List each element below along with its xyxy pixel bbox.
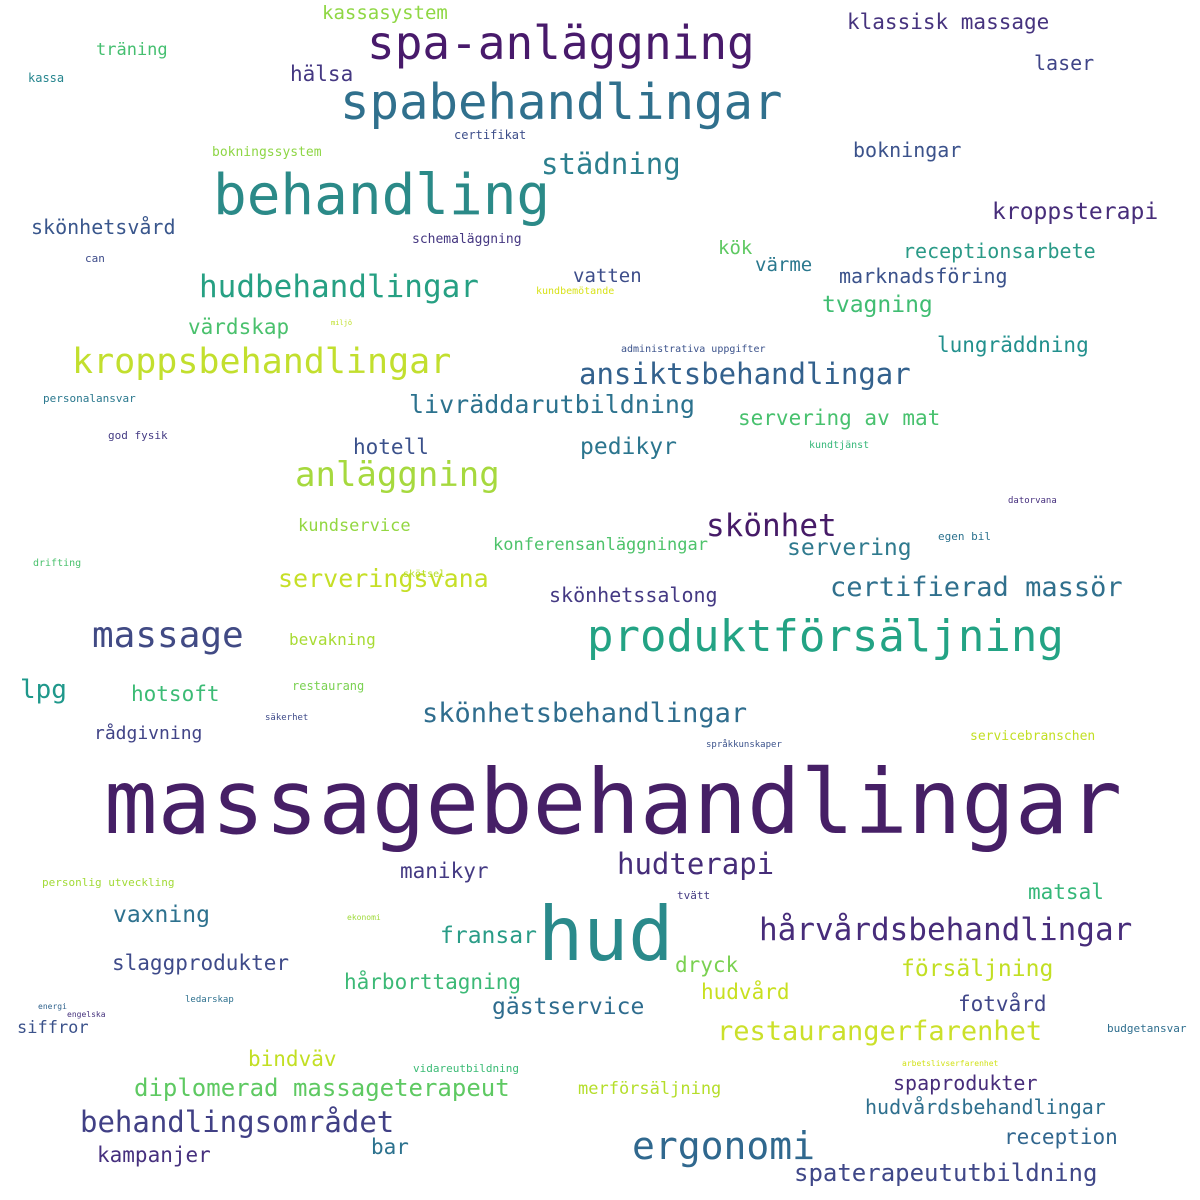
word-bokningssystem: bokningssystem xyxy=(212,145,322,160)
word-livraddarutbildning: livräddarutbildning xyxy=(409,390,695,419)
word-kundservice: kundservice xyxy=(298,516,411,536)
word-restaurang: restaurang xyxy=(292,679,365,693)
word-serveringsvana: serveringsvana xyxy=(278,564,489,593)
word-tvagning: tvagning xyxy=(822,292,933,318)
word-tvatt: tvätt xyxy=(677,889,711,902)
word-ledarskap: ledarskap xyxy=(185,995,234,1005)
word-spaterapeututbildning: spaterapeututbildning xyxy=(794,1159,1098,1187)
word-spa-anlaggning: spa-anläggning xyxy=(367,16,755,70)
word-dryck: dryck xyxy=(675,953,739,977)
word-god-fysik: god fysik xyxy=(108,429,168,442)
word-lungraddning: lungräddning xyxy=(937,333,1089,357)
word-lpg: lpg xyxy=(20,675,67,705)
word-restaurangerfarenhet: restaurangerfarenhet xyxy=(717,1016,1043,1047)
word-reception: reception xyxy=(1004,1125,1118,1149)
word-bindvav: bindväv xyxy=(248,1047,337,1071)
word-hotell: hotell xyxy=(353,435,429,459)
word-konferensanlaggningar: konferensanläggningar xyxy=(493,535,708,555)
word-spabehandlingar: spabehandlingar xyxy=(340,74,783,131)
word-servering-av-mat: servering av mat xyxy=(738,406,941,430)
word-marknadsforing: marknadsföring xyxy=(839,264,1008,288)
word-vatten: vatten xyxy=(573,265,642,287)
word-siffror: siffror xyxy=(17,1018,89,1038)
word-halsa: hälsa xyxy=(290,62,354,86)
word-sprakkunskaper: språkkunskaper xyxy=(706,740,782,750)
word-drifting: drifting xyxy=(33,558,82,569)
word-slaggprodukter: slaggprodukter xyxy=(112,951,290,975)
word-harborttagning: hårborttagning xyxy=(344,970,522,994)
word-gastservice: gästservice xyxy=(492,994,645,1020)
word-produktforsaljning: produktförsäljning xyxy=(587,611,1064,662)
word-kassasystem: kassasystem xyxy=(322,2,448,24)
word-skonhet: skönhet xyxy=(706,508,837,544)
word-certifierad-massor: certifierad massör xyxy=(830,572,1123,603)
word-manikyr: manikyr xyxy=(400,859,489,883)
word-diplomerad-massageterapeut: diplomerad massageterapeut xyxy=(134,1074,510,1102)
word-skonhetsvard: skönhetsvård xyxy=(31,215,176,239)
word-personlig-utveckling: personlig utveckling xyxy=(42,876,175,889)
word-klassisk-massage: klassisk massage xyxy=(847,10,1050,34)
word-massage: massage xyxy=(92,615,244,656)
word-vidareutbildning: vidareutbildning xyxy=(413,1062,519,1075)
word-spaprodukter: spaprodukter xyxy=(893,1071,1038,1095)
word-ergonomi: ergonomi xyxy=(632,1124,816,1168)
word-budgetansvar: budgetansvar xyxy=(1107,1022,1187,1035)
word-egen-bil: egen bil xyxy=(938,530,991,543)
word-kok: kök xyxy=(718,237,753,259)
word-skotsel: skötsel xyxy=(403,569,446,580)
word-varme: värme xyxy=(755,254,813,276)
word-traning: träning xyxy=(96,40,168,60)
word-vardskap: värdskap xyxy=(188,315,290,339)
word-kroppsterapi: kroppsterapi xyxy=(992,199,1159,225)
word-personalansvar: personalansvar xyxy=(43,392,136,405)
word-hudbehandlingar: hudbehandlingar xyxy=(199,269,479,305)
word-can: can xyxy=(85,252,105,265)
word-skonhetsbehandlingar: skönhetsbehandlingar xyxy=(422,698,748,729)
word-fransar: fransar xyxy=(440,923,537,949)
word-datorvana: datorvana xyxy=(1008,496,1057,506)
word-vaxning: vaxning xyxy=(113,902,210,928)
word-anlaggning: anläggning xyxy=(295,455,500,495)
word-hotsoft: hotsoft xyxy=(131,682,220,706)
word-bevakning: bevakning xyxy=(289,630,376,649)
word-energi: energi xyxy=(38,1002,67,1011)
word-administrativa-uppgifter: administrativa uppgifter xyxy=(621,344,766,355)
word-kampanjer: kampanjer xyxy=(97,1143,211,1167)
word-hudvard: hudvård xyxy=(701,980,790,1004)
word-bokningar: bokningar xyxy=(853,138,962,162)
word-ansiktsbehandlingar: ansiktsbehandlingar xyxy=(579,357,911,391)
word-matsal: matsal xyxy=(1028,880,1104,904)
word-harvardsbehandlingar: hårvårdsbehandlingar xyxy=(759,912,1133,948)
word-engelska: engelska xyxy=(67,1010,106,1019)
word-skonhetssalong: skönhetssalong xyxy=(549,583,718,607)
word-behandlingsomradet: behandlingsområdet xyxy=(80,1105,395,1139)
word-fotvard: fotvård xyxy=(958,992,1047,1016)
word-miljo: miljö xyxy=(331,319,353,327)
word-radgivning: rådgivning xyxy=(94,723,203,744)
word-hudvardsbehandlingar: hudvårdsbehandlingar xyxy=(865,1095,1106,1119)
word-certifikat: certifikat xyxy=(454,128,527,142)
word-forsaljning: försäljning xyxy=(901,956,1054,982)
word-bar: bar xyxy=(371,1135,409,1159)
word-laser: laser xyxy=(1034,51,1095,75)
word-kundbemotande: kundbemötande xyxy=(536,286,615,297)
word-behandling: behandling xyxy=(213,163,551,228)
word-hudterapi: hudterapi xyxy=(617,847,775,881)
word-servering: servering xyxy=(787,535,912,561)
word-hud: hud xyxy=(538,890,674,978)
word-kundtjanst: kundtjänst xyxy=(809,440,870,451)
word-kroppsbehandlingar: kroppsbehandlingar xyxy=(72,342,452,382)
word-receptionsarbete: receptionsarbete xyxy=(903,239,1096,263)
word-pedikyr: pedikyr xyxy=(580,434,677,460)
word-kassa: kassa xyxy=(28,71,65,85)
word-ekonomi: ekonomi xyxy=(347,913,381,922)
word-schemalaggning: schemaläggning xyxy=(412,232,522,247)
word-sakerhet: säkerhet xyxy=(265,713,309,723)
word-arbetslivserfarenhet: arbetslivserfarenhet xyxy=(902,1059,999,1068)
word-merforsaljning: merförsäljning xyxy=(578,1079,722,1099)
word-servicebranschen: servicebranschen xyxy=(970,729,1096,744)
word-stadning: städning xyxy=(541,147,681,181)
word-massagebehandlingar: massagebehandlingar xyxy=(104,750,1123,854)
